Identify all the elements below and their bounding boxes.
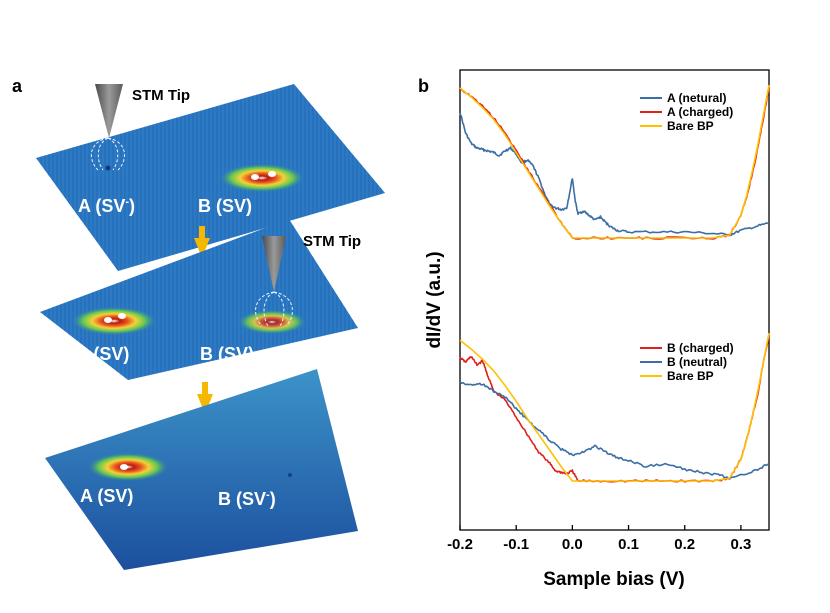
plot-frame — [459, 69, 770, 531]
stm-tip-1 — [95, 84, 123, 138]
legend-label: B (neutral) — [667, 355, 727, 369]
layer-1-defect-b-1 — [251, 174, 259, 180]
legend-label: A (netural) — [667, 91, 727, 105]
legend-label: Bare BP — [667, 119, 714, 133]
x-tick-label: 0.3 — [730, 536, 751, 553]
stm-tip-label-2: STM Tip — [303, 233, 361, 250]
down-arrow-1 — [194, 226, 210, 258]
layer-1-site-b-label: B (SV) — [198, 196, 252, 216]
stm-tip-2 — [262, 236, 286, 292]
layer-3-site-a-label: A (SV) — [80, 486, 133, 506]
layer-1-site-a-label: A (SV-) — [78, 196, 135, 216]
series-line-a-bare-bp — [459, 84, 770, 239]
x-tick-label: -0.1 — [503, 536, 529, 553]
layer-1-hotspot-b — [220, 164, 304, 192]
x-axis-title: Sample bias (V) — [543, 569, 685, 590]
layer-3-defect-a — [120, 464, 128, 470]
layer-2-site-a-label: A (SV) — [76, 344, 129, 364]
stm-surface-layer-3: A (SV) B (SV-) — [45, 369, 358, 570]
series-layer — [459, 84, 770, 483]
panel-a: a STM Tip A (SV-) B (SV) — [12, 76, 385, 570]
legends: A (netural)A (charged)Bare BPB (charged)… — [640, 91, 734, 383]
series-line-a-a-netural — [459, 112, 770, 237]
layer-2-hotspot-b — [238, 310, 306, 334]
x-tick-label: -0.2 — [447, 536, 473, 553]
legend-label: B (charged) — [667, 341, 734, 355]
layer-2-site-b-label: B (SV) — [200, 344, 254, 364]
layer-2-defect-a-2 — [118, 313, 126, 319]
stm-surface-layer-2: STM Tip A (SV) B (SV) — [40, 219, 361, 380]
layer-1-defect-a — [105, 165, 111, 171]
series-line-b-b-neutral — [459, 381, 770, 480]
layer-1-ridges — [36, 84, 385, 271]
x-tick-label: 0.2 — [674, 536, 695, 553]
layer-3-site-b-label: B (SV-) — [218, 489, 276, 509]
tunneling-field-lines-2 — [255, 291, 293, 327]
stm-surface-layer-1: STM Tip A (SV-) B (SV) — [36, 84, 385, 271]
panel-a-letter: a — [12, 76, 23, 96]
x-ticks: -0.2 -0.1 0.0 0.1 0.2 0.3 — [447, 525, 751, 553]
layer-2-defect-a-1 — [104, 317, 112, 323]
layer-3-defect-b — [288, 473, 292, 477]
x-tick-label: 0.0 — [562, 536, 583, 553]
panel-b: b -0.2 -0.1 0.0 0.1 0.2 0.3 A (netural)A (cha… — [418, 69, 770, 590]
y-axis-title: dI/dV (a.u.) — [424, 251, 445, 348]
layer-3-surface — [45, 369, 358, 570]
layer-1-defect-b-2 — [268, 171, 276, 177]
series-line-b-bare-bp — [459, 332, 770, 482]
down-arrow-2 — [197, 382, 213, 414]
stm-tip-label-1: STM Tip — [132, 87, 190, 104]
tunneling-field-lines-1 — [90, 137, 126, 171]
legend-label: Bare BP — [667, 369, 714, 383]
panel-b-letter: b — [418, 76, 429, 96]
legend-label: A (charged) — [667, 105, 733, 119]
layer-2-hotspot-a — [72, 307, 156, 335]
x-tick-label: 0.1 — [618, 536, 639, 553]
